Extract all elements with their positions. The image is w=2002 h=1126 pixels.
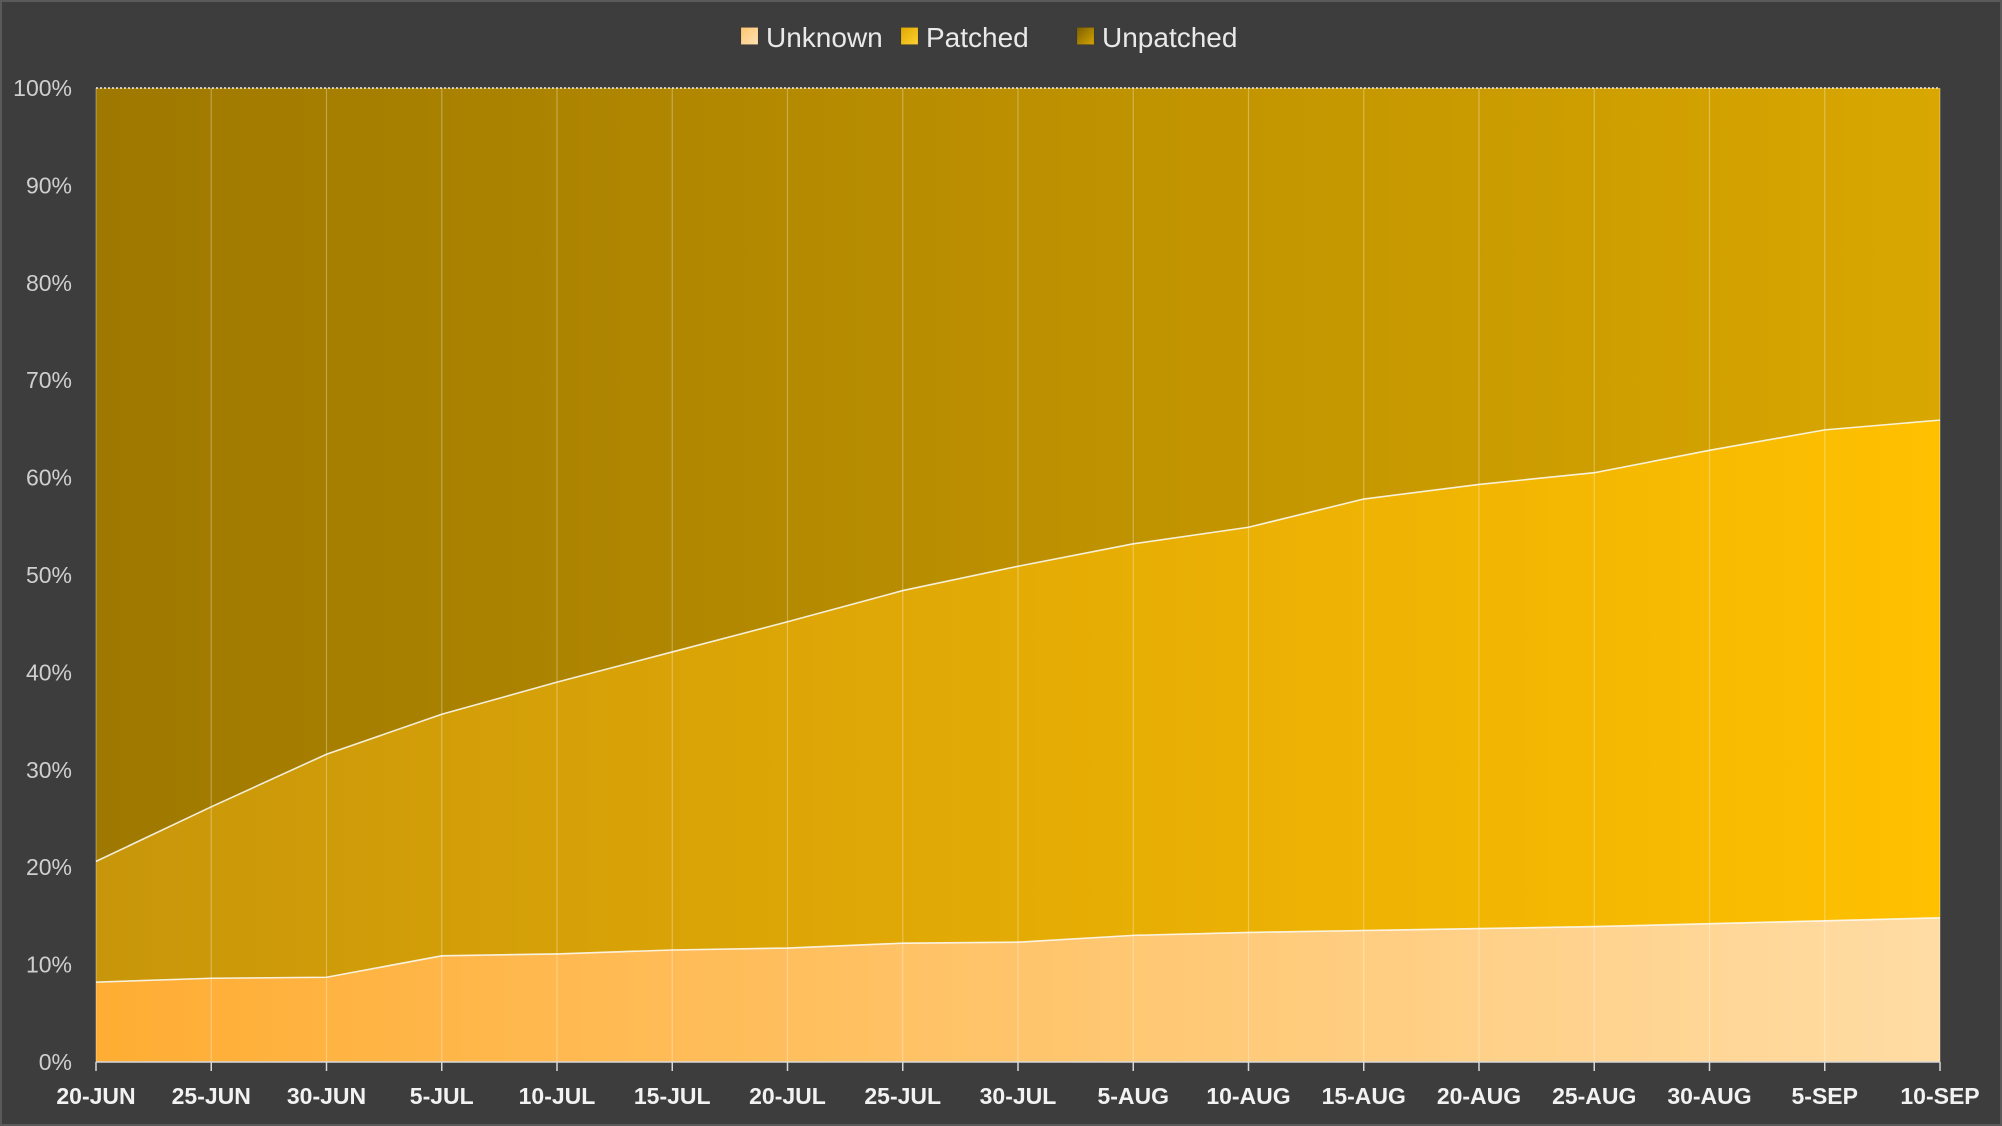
x-tick-label: 10-SEP bbox=[1900, 1083, 1979, 1109]
legend-label-unpatched: Unpatched bbox=[1102, 22, 1237, 53]
x-tick-label: 30-AUG bbox=[1667, 1083, 1751, 1109]
area-unknown bbox=[96, 917, 1940, 1062]
legend-swatch-unknown bbox=[740, 27, 759, 45]
legend: Unknown Patched Unpatched bbox=[740, 22, 1237, 53]
y-axis-ticks: 0% 10% 20% 30% 40% 50% 60% 70% 80% 90% 100% bbox=[13, 75, 72, 1075]
x-axis-ticks: 20-JUN 25-JUN 30-JUN 5-JUL 10-JUL 15-JUL 20-JU… bbox=[56, 1083, 1979, 1109]
legend-label-unknown: Unknown bbox=[766, 22, 883, 53]
y-tick-label: 40% bbox=[26, 659, 72, 685]
legend-label-patched: Patched bbox=[926, 22, 1029, 53]
x-tick-label: 20-AUG bbox=[1437, 1083, 1521, 1109]
legend-swatch-patched bbox=[900, 27, 919, 45]
boundary-unknown bbox=[95, 917, 1941, 983]
x-tick-label: 10-JUL bbox=[519, 1083, 596, 1109]
area-series-layer bbox=[96, 88, 1940, 1062]
x-tick-label: 25-JUL bbox=[864, 1083, 941, 1109]
legend-swatch-unpatched bbox=[1076, 27, 1095, 45]
y-tick-label: 20% bbox=[26, 854, 72, 880]
series-boundary-lines bbox=[95, 419, 1941, 983]
axes bbox=[95, 87, 1941, 1071]
x-tick-label: 15-JUL bbox=[634, 1083, 711, 1109]
y-tick-label: 10% bbox=[26, 952, 72, 978]
y-tick-label: 60% bbox=[26, 465, 72, 491]
y-tick-label: 70% bbox=[26, 367, 72, 393]
y-tick-label: 50% bbox=[26, 562, 72, 588]
x-tick-label: 5-SEP bbox=[1792, 1083, 1858, 1109]
y-tick-label: 80% bbox=[26, 270, 72, 296]
y-tick-label: 100% bbox=[13, 75, 72, 101]
x-tick-label: 30-JUN bbox=[287, 1083, 366, 1109]
area-patched bbox=[96, 420, 1940, 983]
x-tick-label: 25-JUN bbox=[172, 1083, 251, 1109]
x-tick-label: 25-AUG bbox=[1552, 1083, 1636, 1109]
x-tick-label: 15-AUG bbox=[1322, 1083, 1406, 1109]
x-tick-label: 30-JUL bbox=[980, 1083, 1057, 1109]
y-tick-label: 90% bbox=[26, 172, 72, 198]
y-tick-label: 0% bbox=[39, 1049, 72, 1075]
x-tick-label: 5-JUL bbox=[410, 1083, 474, 1109]
x-tick-label: 20-JUL bbox=[749, 1083, 826, 1109]
x-tick-label: 10-AUG bbox=[1206, 1083, 1290, 1109]
x-tick-label: 5-AUG bbox=[1097, 1083, 1169, 1109]
boundary-patched bbox=[95, 419, 1941, 863]
x-tick-label: 20-JUN bbox=[56, 1083, 135, 1109]
area-unpatched bbox=[96, 88, 1940, 862]
vertical-gridlines bbox=[95, 88, 1941, 1062]
y-tick-label: 30% bbox=[26, 757, 72, 783]
